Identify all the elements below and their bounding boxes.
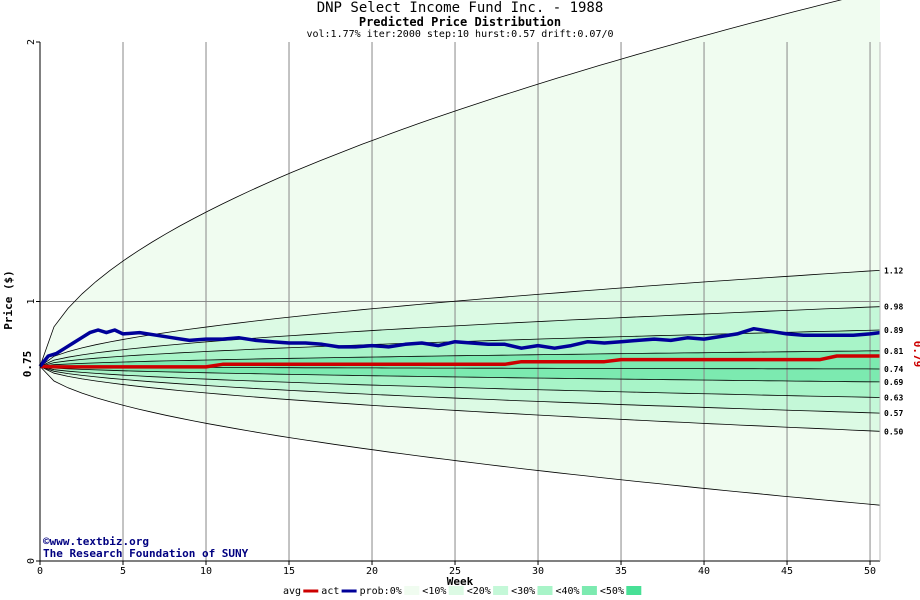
- chart-title: DNP Select Income Fund Inc. - 1988: [317, 0, 604, 16]
- series: [38, 326, 881, 369]
- legend-swatch-p30: [537, 586, 553, 595]
- simulation-params: vol:1.77% iter:2000 step:10 hurst:0.57 d…: [306, 29, 613, 40]
- percentile-label-3: 0.89: [884, 326, 903, 335]
- percentile-label-5: 0.74: [884, 365, 903, 374]
- legend-label-avg: avg: [283, 586, 301, 597]
- prob-band-5: [40, 366, 880, 382]
- percentile-label-6: 0.69: [884, 378, 903, 387]
- legend-label-p10: <10%: [422, 586, 446, 597]
- avg-series-line: [39, 354, 880, 369]
- start-price-label: 0.75: [21, 351, 34, 378]
- last-price-label: 0.79: [911, 341, 920, 368]
- percentile-line-4: [39, 350, 881, 367]
- percentile-line-9: [39, 366, 881, 432]
- prob-band-0: [40, 0, 880, 367]
- percentile-label-9: 0.50: [884, 427, 903, 436]
- prob-band-6: [40, 366, 880, 398]
- prob-band-2: [40, 306, 880, 367]
- act-series-line: [38, 326, 881, 368]
- x-tick-label-50: 50: [864, 566, 876, 577]
- legend-label-p0: prob:0%: [360, 586, 402, 597]
- x-tick-label-5: 5: [120, 566, 126, 577]
- x-tick-label-20: 20: [366, 566, 378, 577]
- legend-label-p40: <40%: [556, 586, 580, 597]
- legend-label-p20: <20%: [467, 586, 491, 597]
- percentile-label-8: 0.57: [884, 409, 903, 418]
- percentile-line-0: [39, 0, 843, 367]
- percentile-line-10: [39, 366, 881, 506]
- percentile-label-1: 1.12: [884, 266, 903, 275]
- y-tick-label-1: 1: [26, 298, 37, 304]
- legend-swatch-p50: [626, 586, 642, 595]
- x-tick-label-30: 30: [532, 566, 544, 577]
- legend-label-p50: <50%: [600, 586, 624, 597]
- legend-swatch-p40: [581, 586, 597, 595]
- percentile-label-2: 0.98: [884, 303, 903, 312]
- copyright-url: ©www.textbiz.org: [43, 535, 149, 548]
- legend-swatch-p20: [493, 586, 509, 595]
- copyright-org: The Research Foundation of SUNY: [43, 547, 249, 560]
- y-tick-label-0: 0: [26, 558, 37, 564]
- prob-band-9: [40, 366, 880, 506]
- x-tick-label-40: 40: [698, 566, 710, 577]
- legend-label-p30: <30%: [511, 586, 535, 597]
- probability-bands: [40, 0, 880, 561]
- y-axis-label: Price ($): [2, 270, 15, 330]
- legend-label-act: act: [321, 586, 339, 597]
- percentile-line-2: [39, 306, 881, 367]
- x-tick-label-25: 25: [449, 566, 461, 577]
- y-tick-label-2: 2: [26, 39, 37, 45]
- chart-subtitle: Predicted Price Distribution: [359, 15, 561, 29]
- percentile-label-4: 0.81: [884, 347, 903, 356]
- percentile-line-1: [39, 270, 881, 367]
- percentile-label-7: 0.63: [884, 394, 903, 403]
- axes: 0 5 10 15 20 25 30 35 40 45 50 0 1 2: [26, 39, 881, 577]
- grid: [40, 42, 880, 561]
- percentile-line-7: [39, 366, 881, 398]
- x-tick-label-0: 0: [37, 566, 43, 577]
- percentile-line-6: [39, 366, 881, 383]
- x-axis-label: Week: [447, 575, 474, 588]
- prob-band-7: [40, 366, 880, 414]
- legend: avg act prob:0% <10% <20% <30% <40% <50%: [283, 586, 642, 597]
- x-tick-label-35: 35: [615, 566, 627, 577]
- x-tick-label-45: 45: [781, 566, 793, 577]
- x-tick-label-15: 15: [283, 566, 295, 577]
- prob-band-1: [40, 270, 880, 367]
- prob-band-8: [40, 366, 880, 432]
- percentile-line-8: [39, 366, 881, 414]
- legend-swatch-p0: [404, 586, 420, 595]
- x-tick-label-10: 10: [200, 566, 212, 577]
- legend-swatch-p10: [448, 586, 464, 595]
